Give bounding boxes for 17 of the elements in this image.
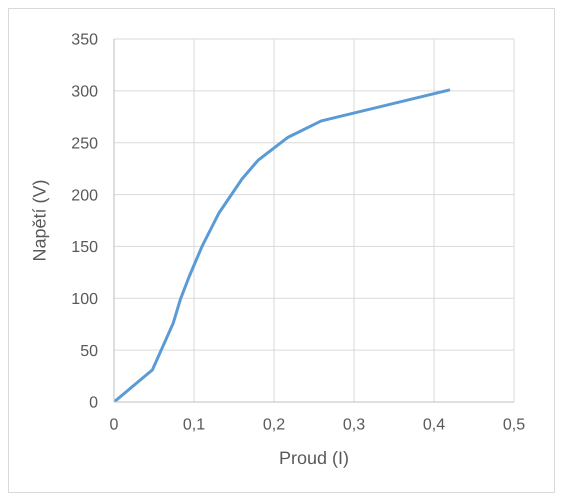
x-tick-label: 0,5 [502,416,526,434]
x-tick-label: 0,3 [342,416,366,434]
line-series [114,88,452,402]
y-axis-title: Napětí (V) [29,179,50,262]
x-tick-label: 0,4 [422,416,446,434]
y-tick-label: 0 [89,394,98,412]
y-tick-label: 350 [71,32,98,49]
x-tick-label: 0,1 [182,416,206,434]
y-tick-label: 200 [71,187,98,204]
y-tick-label: 50 [80,342,98,360]
y-tick-label: 100 [71,290,98,308]
y-tick-label: 150 [71,239,98,256]
y-tick-label: 250 [71,135,98,152]
x-axis-title: Proud (I) [278,448,350,468]
y-tick-label: 300 [71,84,98,101]
x-tick-label: 0 [110,416,119,434]
x-tick-label: 0,2 [262,416,286,434]
